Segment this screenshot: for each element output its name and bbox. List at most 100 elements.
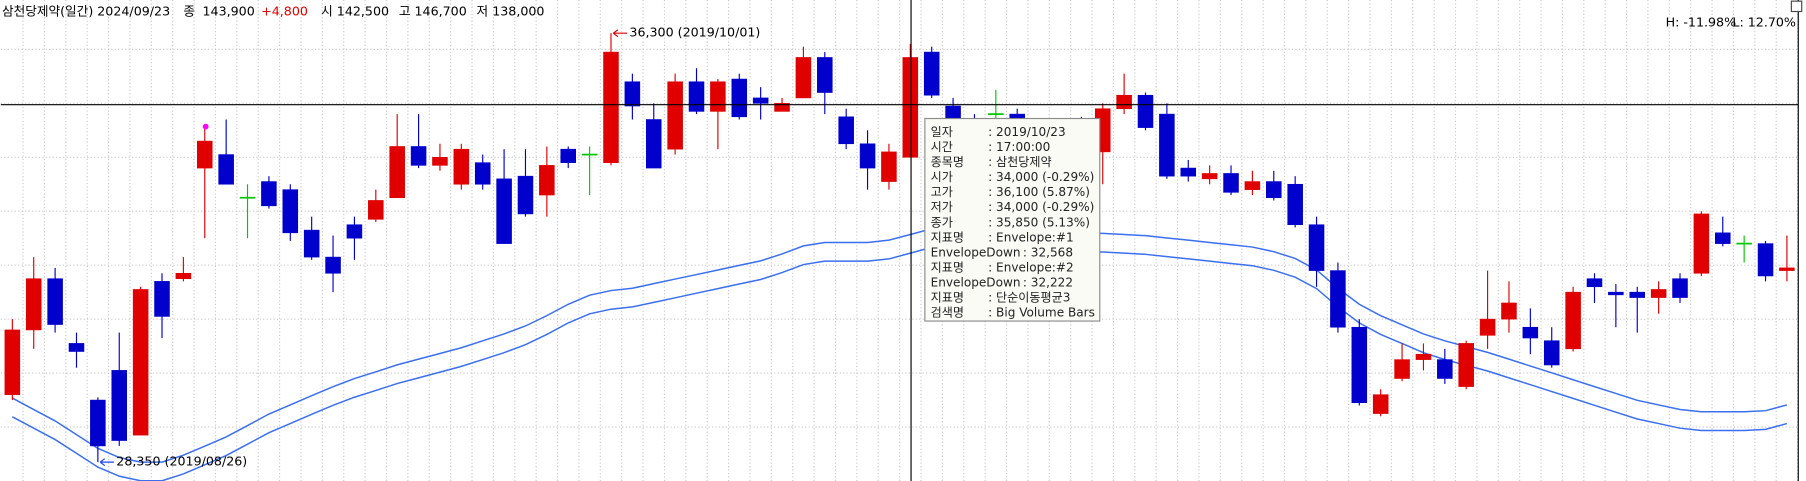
candle-body (1693, 213, 1710, 274)
candle-body (261, 181, 277, 207)
close-box[interactable] (1790, 0, 1803, 13)
candle-body (859, 143, 876, 169)
candle-body (410, 146, 427, 166)
candle-body (197, 140, 213, 169)
header-change: +4,800 (261, 3, 308, 18)
tooltip-value: : 35,850 (5.13%) (988, 215, 1090, 229)
candle-body (1779, 267, 1795, 271)
header-open: 시 142,500 (321, 3, 389, 18)
candle-body (902, 57, 919, 158)
candle-body (1159, 113, 1175, 177)
range-low: L: 12.70% (1732, 15, 1796, 30)
candle-body (1501, 302, 1517, 320)
candle-body (1351, 326, 1368, 404)
candle-body (539, 165, 555, 196)
candle-body (282, 189, 299, 234)
candle-body (4, 329, 21, 395)
candle-body (1650, 289, 1667, 298)
candle-body (1180, 167, 1197, 177)
candle-body (453, 148, 470, 185)
candle-body (774, 103, 790, 112)
envelope-line (11, 246, 1788, 481)
candle-body (838, 116, 854, 145)
tooltip-label: 검색명 (931, 306, 964, 320)
candle-body (111, 370, 128, 441)
candle-body (667, 81, 683, 150)
candle-body (1736, 242, 1752, 245)
annotations: 36,300 (2019/10/01) 28,350 (2019/08/26) (99, 25, 760, 469)
tooltip-value: : Big Volume Bars (988, 306, 1095, 320)
candle-body (346, 224, 363, 239)
candle-body (1137, 94, 1154, 128)
candle-body (303, 229, 320, 258)
candle-body (1116, 94, 1132, 110)
candle-body (923, 51, 940, 96)
candle-body (218, 154, 234, 185)
candle-body (1458, 343, 1474, 387)
candle-body (1244, 181, 1261, 190)
candle-body (90, 399, 106, 447)
candle-body (517, 175, 534, 215)
header-high: 고 146,700 (399, 3, 467, 18)
header-close: 143,900 (203, 3, 255, 18)
candle-body (1757, 243, 1774, 277)
tooltip-value: : 32,222 (1023, 276, 1073, 290)
tooltip-value: : 17:00:00 (988, 140, 1050, 154)
tooltip-value: : 34,000 (-0.29%) (988, 170, 1094, 184)
candle-body (25, 278, 42, 331)
tooltip-value: : 삼천당제약 (988, 154, 1051, 169)
candle-body (1330, 270, 1346, 328)
tooltip-value: : 36,100 (5.87%) (988, 185, 1090, 199)
tooltip-value: : 2019/10/23 (988, 125, 1066, 139)
candle-body (752, 97, 769, 104)
tooltip-value: : Envelope:#2 (988, 261, 1073, 275)
candle-body (881, 151, 897, 182)
tooltip-label: 시가 (931, 170, 953, 184)
candle-body (560, 148, 577, 163)
header-title: 삼천당제약(일간) 2024/09/23 (2, 3, 170, 18)
candle-body (325, 256, 341, 274)
max-arrow (612, 29, 628, 38)
tooltip-label: EnvelopeDown (931, 276, 1021, 290)
max-label: 36,300 (2019/10/01) (629, 25, 760, 40)
header-low: 저 138,000 (477, 3, 545, 18)
candle-body (1586, 278, 1603, 288)
tooltip-label: 지표명 (931, 291, 964, 305)
candle-body (817, 57, 833, 93)
candle-body (795, 57, 812, 99)
candle-body (132, 289, 149, 436)
candle-body (1565, 291, 1581, 350)
candle-body (368, 200, 384, 220)
candle-body (1437, 359, 1453, 379)
envelopes (11, 228, 1788, 481)
tooltip-label: 저가 (931, 200, 953, 214)
tooltip-label: 시간 (931, 140, 953, 154)
candle-body (1372, 394, 1389, 414)
candle-body (1608, 291, 1624, 296)
tooltip-label: 지표명 (931, 230, 964, 244)
candle-body (47, 278, 63, 325)
candle-body (581, 153, 598, 156)
candle-body (1629, 291, 1646, 298)
candle-body (1223, 173, 1239, 193)
tooltip-value: : 32,568 (1023, 245, 1073, 259)
candle-body (1394, 359, 1410, 379)
tooltip-label: EnvelopeDown (931, 245, 1021, 259)
tooltip-label: 고가 (931, 185, 953, 199)
candle-body (645, 119, 662, 169)
min-label: 28,350 (2019/08/26) (116, 454, 247, 469)
candles (4, 33, 1795, 463)
candle-body (175, 272, 192, 279)
candle-body (1266, 181, 1282, 199)
candle-body (68, 343, 85, 352)
candle-body (1308, 224, 1325, 271)
tooltip-label: 지표명 (931, 261, 964, 275)
candle-body (624, 81, 641, 107)
tooltip-label: 일자 (931, 125, 953, 139)
tooltip-label: 종목명 (931, 155, 964, 169)
candle-body (688, 81, 705, 112)
candle-body (154, 281, 170, 317)
